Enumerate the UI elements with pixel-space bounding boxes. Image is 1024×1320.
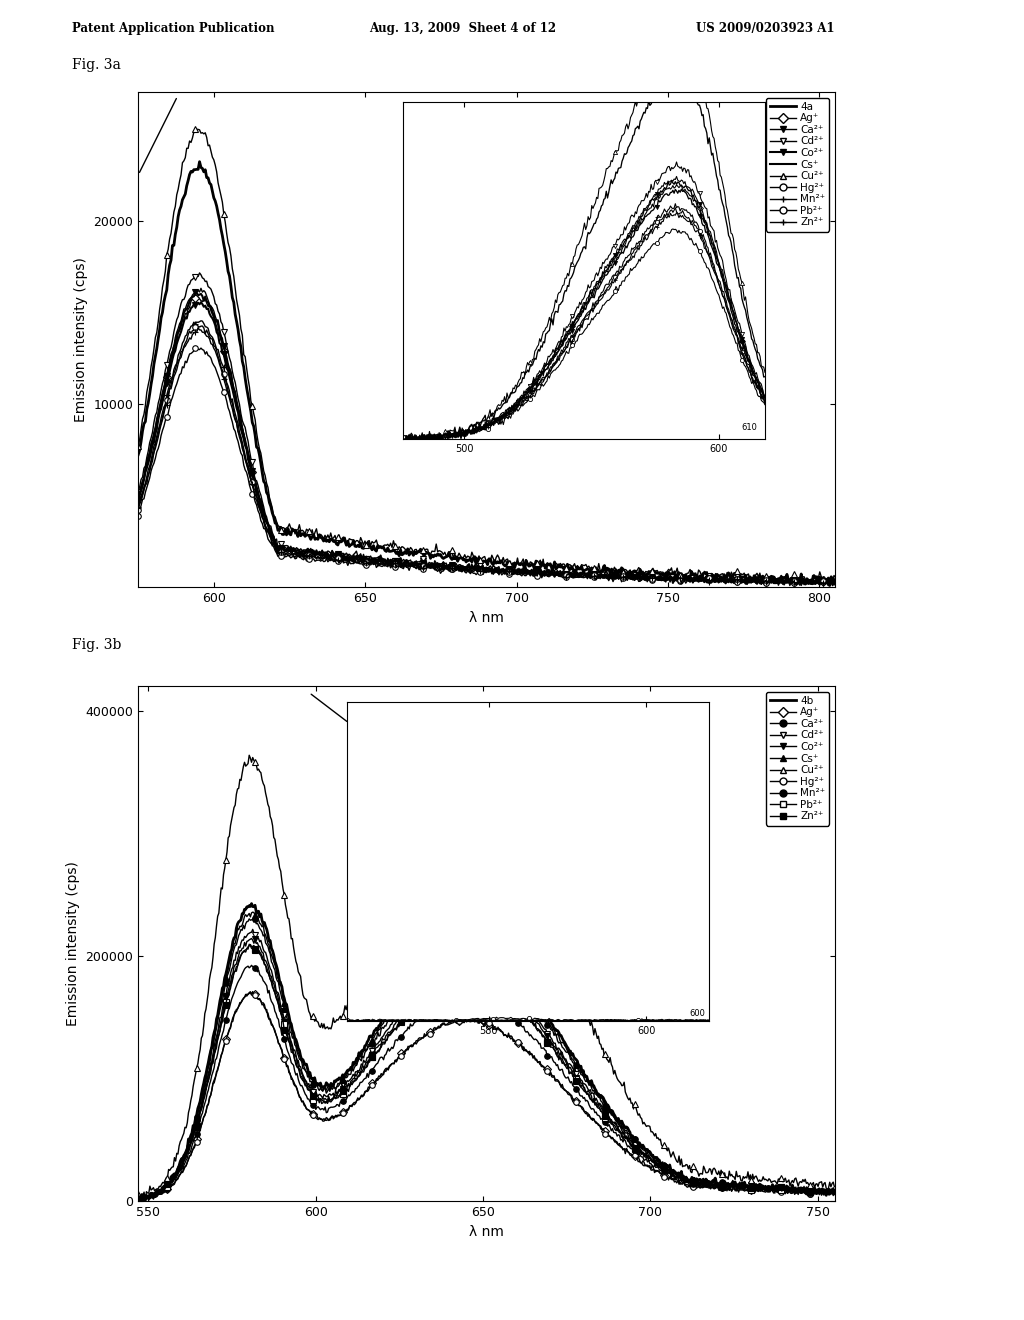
Legend: 4a, Ag⁺, Ca²⁺, Cd²⁺, Co²⁺, Cs⁺, Cu²⁺, Hg²⁺, Mn²⁺, Pb²⁺, Zn²⁺: 4a, Ag⁺, Ca²⁺, Cd²⁺, Co²⁺, Cs⁺, Cu²⁺, Hg…	[766, 98, 829, 231]
Text: Patent Application Publication: Patent Application Publication	[72, 21, 274, 34]
Text: Aug. 13, 2009  Sheet 4 of 12: Aug. 13, 2009 Sheet 4 of 12	[369, 21, 556, 34]
Y-axis label: Emission intensity (cps): Emission intensity (cps)	[66, 862, 80, 1026]
X-axis label: λ nm: λ nm	[469, 1225, 504, 1238]
Y-axis label: Emission intensity (cps): Emission intensity (cps)	[74, 257, 88, 422]
X-axis label: λ nm: λ nm	[469, 611, 504, 624]
Text: US 2009/0203923 A1: US 2009/0203923 A1	[696, 21, 835, 34]
Text: Fig. 3b: Fig. 3b	[72, 639, 121, 652]
Legend: 4b, Ag⁺, Ca²⁺, Cd²⁺, Co²⁺, Cs⁺, Cu²⁺, Hg²⁺, Mn²⁺, Pb²⁺, Zn²⁺: 4b, Ag⁺, Ca²⁺, Cd²⁺, Co²⁺, Cs⁺, Cu²⁺, Hg…	[766, 692, 829, 825]
Text: Fig. 3a: Fig. 3a	[72, 58, 121, 71]
